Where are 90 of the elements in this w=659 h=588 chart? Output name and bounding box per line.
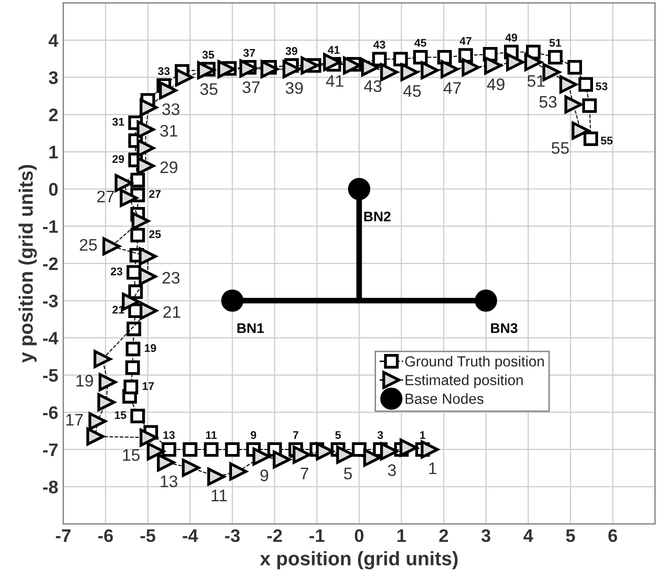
data-label: BN1	[237, 323, 264, 333]
annotation: 37	[243, 48, 255, 57]
x-tick-label: 6	[608, 529, 618, 542]
annotation: 1	[420, 431, 426, 439]
x-tick-label: 1	[398, 529, 406, 542]
y-tick-label: -3	[43, 294, 58, 308]
annotation: 19	[144, 344, 156, 352]
annotation: 27	[149, 190, 161, 198]
x-tick-label: 2	[439, 529, 448, 542]
y-tick-label: 0	[49, 182, 58, 196]
annotation: 35	[202, 50, 214, 59]
annotation: 5	[344, 468, 352, 480]
x-tick-label: -6	[98, 529, 113, 542]
annotation: 29	[160, 161, 178, 174]
annotation: 41	[326, 75, 344, 87]
annotation: 31	[160, 124, 178, 137]
annotation: 41	[328, 46, 340, 54]
y-tick-label: -1	[43, 220, 58, 233]
annotation: 39	[286, 47, 298, 55]
y-axis-title: y position (grid units)	[18, 165, 37, 363]
y-tick-label: -7	[43, 444, 58, 456]
annotation: 7	[300, 468, 308, 480]
y-tick-label: -4	[43, 332, 58, 344]
y-tick-label: -6	[43, 406, 58, 419]
y-tick-label: -5	[43, 369, 58, 382]
annotation: 27	[97, 190, 114, 202]
annotation: 23	[162, 272, 180, 284]
x-tick-label: -4	[182, 529, 198, 542]
annotation: 17	[142, 382, 154, 390]
y-tick-label: 4	[48, 34, 58, 47]
annotation: 11	[212, 490, 227, 502]
annotation: 9	[260, 469, 268, 482]
legend-label: Ground Truth position	[405, 356, 544, 370]
annotation: 9	[250, 431, 256, 439]
annotation: 37	[242, 81, 260, 94]
annotation: 25	[80, 238, 97, 251]
annotation: 55	[600, 136, 613, 145]
annotation: 11	[206, 431, 217, 439]
annotation: 21	[163, 306, 180, 318]
x-tick-label: -5	[140, 529, 156, 542]
data-label: BN2	[364, 212, 391, 222]
annotation: 35	[200, 83, 218, 96]
annotation: 7	[293, 431, 298, 439]
annotation: 55	[552, 142, 569, 154]
y-tick-label: 2	[48, 108, 58, 122]
legend-label: Estimated position	[406, 374, 523, 388]
annotation: 33	[158, 67, 170, 76]
annotation: 3	[377, 431, 383, 439]
annotation: 47	[444, 82, 461, 94]
x-tick-label: 5	[566, 529, 576, 542]
annotation: 13	[163, 431, 175, 439]
annotation: 47	[460, 37, 472, 45]
annotation: 53	[596, 82, 608, 90]
y-tick-label: 1	[50, 146, 58, 158]
annotation: 5	[335, 431, 341, 439]
legend-label: Base Nodes	[406, 393, 484, 404]
annotation: 19	[76, 374, 93, 387]
annotation: 49	[487, 78, 504, 90]
annotation: 43	[364, 80, 382, 92]
x-tick-label: 3	[481, 529, 490, 542]
annotation: 17	[66, 414, 83, 426]
x-tick-label: -1	[310, 529, 324, 542]
annotation: 45	[403, 85, 421, 97]
annotation: 43	[373, 40, 386, 49]
data-label: BN3	[491, 323, 518, 334]
annotation: 53	[539, 96, 557, 108]
annotation: 51	[549, 38, 562, 47]
annotation: 33	[162, 103, 180, 116]
y-tick-label: 3	[48, 71, 58, 84]
annotation: 29	[112, 155, 124, 163]
annotation: 49	[505, 34, 518, 42]
y-tick-label: -2	[43, 257, 58, 270]
annotation: 21	[112, 306, 124, 314]
annotation: 31	[112, 118, 124, 126]
annotation: 45	[414, 38, 426, 47]
annotation: 15	[114, 411, 126, 419]
x-tick-label: -2	[267, 529, 282, 542]
x-axis-title: x position (grid units)	[260, 551, 458, 570]
annotation: 1	[429, 462, 436, 474]
x-tick-label: -3	[225, 529, 240, 542]
annotation: 39	[286, 82, 303, 94]
annotation: 25	[149, 230, 161, 238]
annotation: 51	[527, 75, 545, 87]
annotation: 3	[388, 464, 396, 476]
annotation: 13	[160, 475, 178, 488]
x-tick-label: 4	[523, 529, 534, 542]
annotation: 15	[123, 449, 140, 461]
annotation: 23	[110, 267, 122, 276]
x-tick-label: 0	[354, 529, 364, 542]
y-tick-label: -8	[43, 480, 58, 494]
